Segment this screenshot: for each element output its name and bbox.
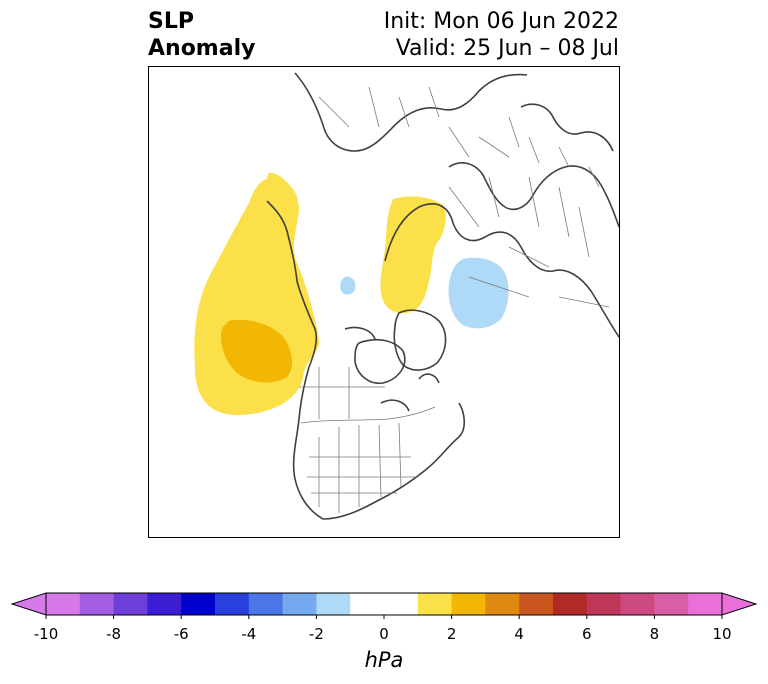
- coast-scandinavia: [520, 103, 614, 152]
- coast-north-america-west: [266, 200, 324, 520]
- anomaly-alaska-positive: [266, 172, 298, 213]
- colorbar-tick-label: -2: [308, 625, 324, 643]
- border-europe: [448, 116, 600, 188]
- title-line-2: Anomaly: [148, 36, 256, 61]
- coastlines: [266, 72, 619, 520]
- colorbar-bin: [282, 593, 317, 615]
- coast-north-america-east: [322, 402, 466, 520]
- colorbar-tick-label: -10: [33, 625, 59, 643]
- colorbar-extend-high: [721, 592, 758, 616]
- coast-greenland: [393, 309, 447, 371]
- colorbar-bin: [688, 593, 723, 615]
- colorbar-bin: [451, 593, 486, 615]
- colorbar-bin: [316, 593, 351, 615]
- border-us-canada: [300, 406, 436, 424]
- colorbar-unit: hPa: [364, 648, 404, 672]
- colorbar-bin: [350, 593, 419, 615]
- borders: [299, 86, 610, 513]
- colorbar-tick-label: -4: [241, 625, 257, 643]
- coast-arctic-islands: [344, 326, 440, 412]
- coast-asia-north: [294, 72, 528, 152]
- anomaly-siberia-negative: [448, 257, 509, 329]
- colorbar-bin: [248, 593, 284, 615]
- anomaly-fields: [194, 172, 509, 415]
- colorbar-bin: [485, 593, 520, 615]
- colorbar-bin: [654, 593, 689, 615]
- colorbar-bin: [553, 593, 588, 615]
- border-us-states: [307, 422, 417, 513]
- border-russia-regions: [448, 176, 610, 308]
- colorbar: [10, 592, 758, 619]
- colorbar-bin: [181, 593, 216, 615]
- coast-eurasia: [384, 203, 619, 338]
- anomaly-pacific-core: [220, 319, 293, 383]
- border-asia: [318, 86, 440, 128]
- anomaly-arctic-negative: [340, 276, 356, 295]
- colorbar-bin: [215, 593, 250, 615]
- map-title: SLP Anomaly: [148, 8, 255, 62]
- colorbar-tick-label: 4: [514, 625, 524, 643]
- coast-europe: [448, 162, 619, 228]
- colorbar-bin: [519, 593, 554, 615]
- colorbar-bin: [79, 593, 115, 615]
- valid-range: Valid: 25 Jun – 08 Jul: [395, 36, 619, 61]
- colorbar-bin: [46, 593, 81, 615]
- title-line-1: SLP: [148, 9, 194, 34]
- anomaly-barents-positive: [380, 196, 446, 314]
- map-canvas: [194, 72, 619, 520]
- colorbar-tick-label: -8: [106, 625, 122, 643]
- colorbar-tick-label: 2: [446, 625, 457, 643]
- coast-hudson-bay: [354, 338, 406, 385]
- colorbar-extend-low: [10, 592, 47, 616]
- colorbar-bin: [147, 593, 182, 615]
- colorbar-tick-label: 6: [582, 625, 592, 643]
- colorbar-bin: [586, 593, 622, 615]
- colorbar-bin: [417, 593, 453, 615]
- init-date: Init: Mon 06 Jun 2022: [383, 9, 619, 34]
- colorbar-tick-label: 0: [379, 625, 389, 643]
- colorbar-bin: [620, 593, 655, 615]
- colorbar-tick-label: 10: [712, 625, 732, 643]
- border-canada-provinces: [299, 367, 385, 419]
- colorbar-tick-label: -6: [173, 625, 189, 643]
- colorbar-bins: [10, 592, 758, 619]
- map-panel: [148, 66, 620, 538]
- colorbar-bin: [113, 593, 148, 615]
- colorbar-tick-label: 8: [649, 625, 660, 643]
- forecast-dates: Init: Mon 06 Jun 2022 Valid: 25 Jun – 08…: [384, 8, 619, 62]
